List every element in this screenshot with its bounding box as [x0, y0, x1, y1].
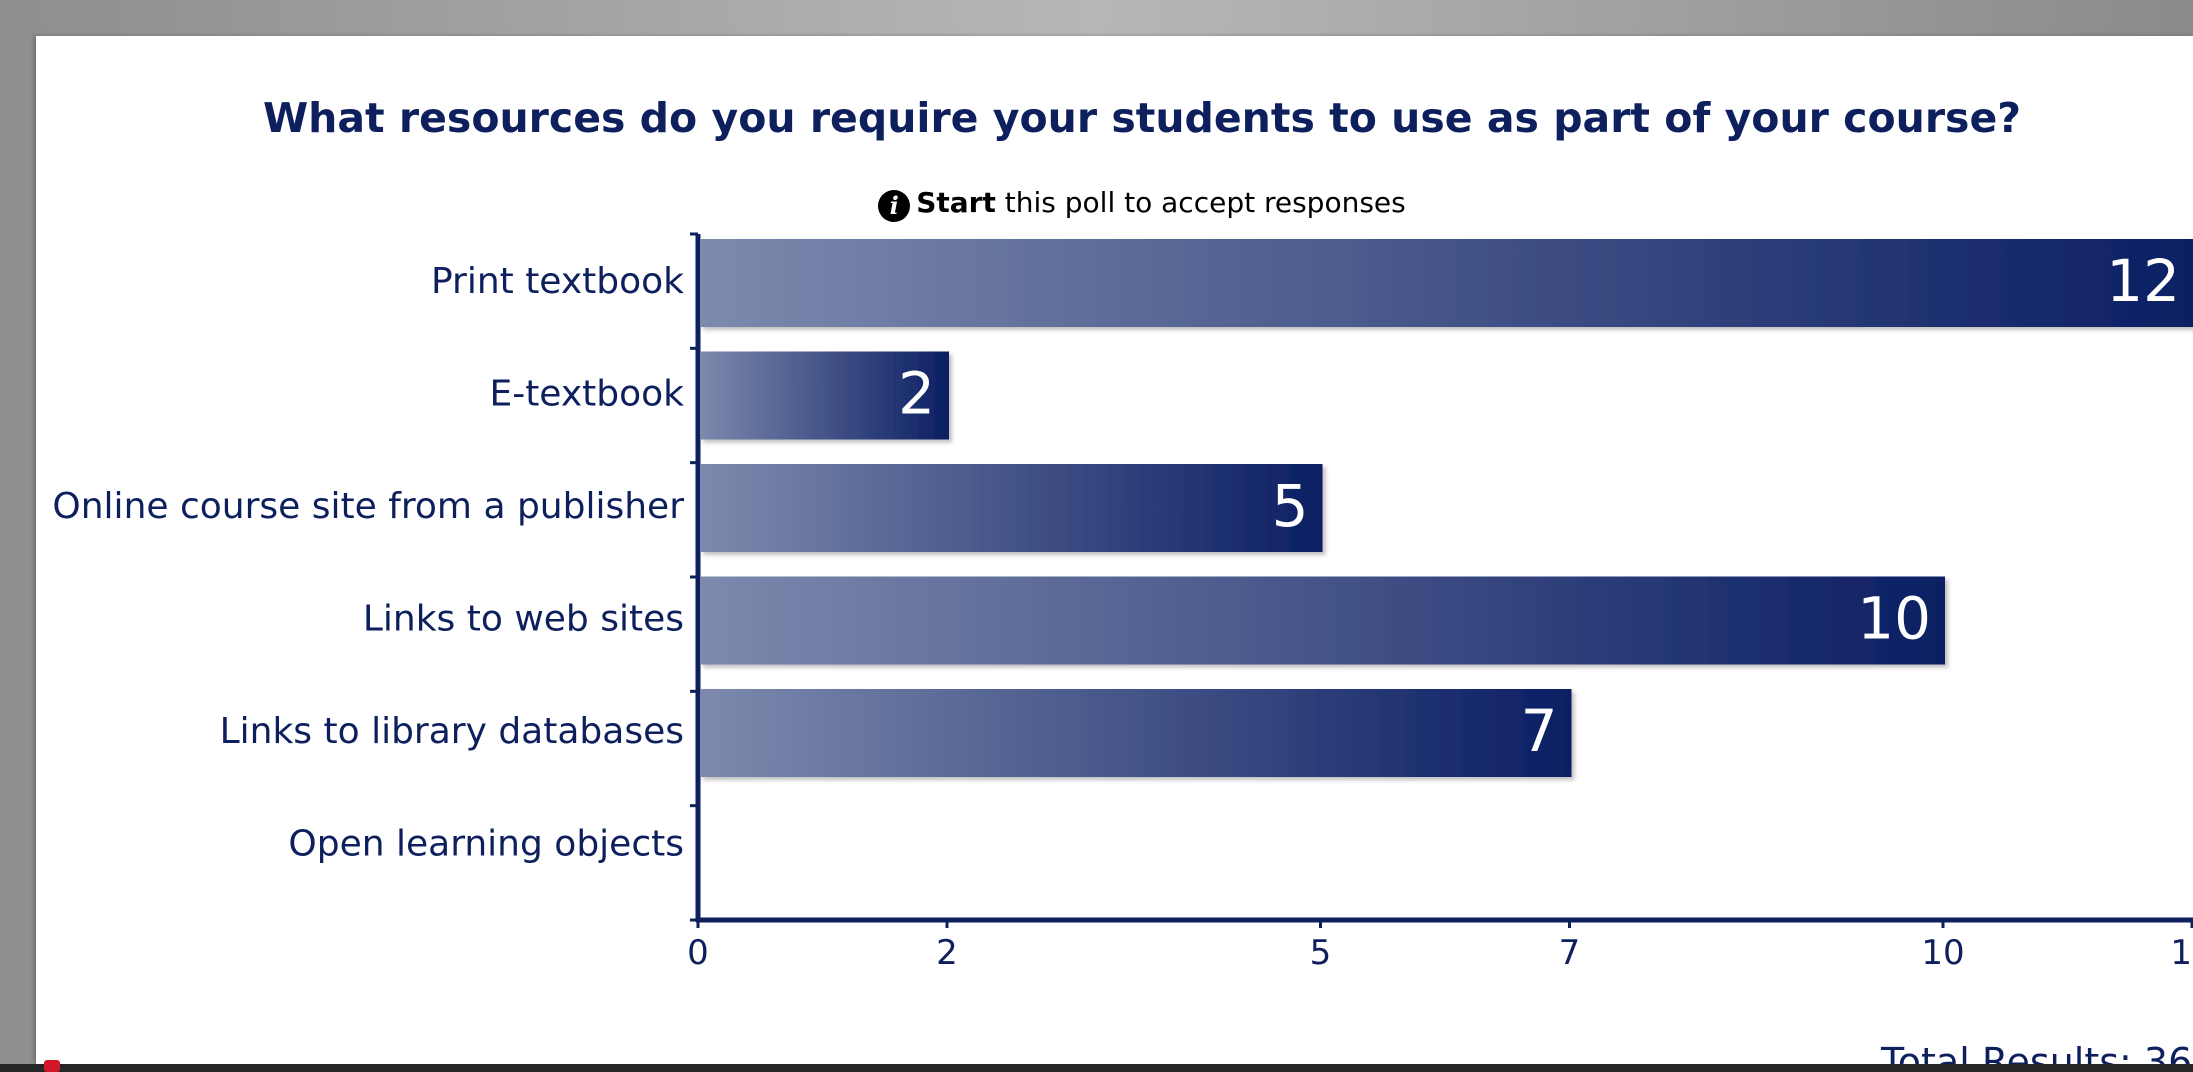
data-label: 10: [1857, 585, 1931, 653]
data-label: 5: [1272, 472, 1309, 540]
category-label: Links to web sites: [363, 599, 684, 640]
bar: [700, 689, 1572, 777]
taskbar-start-icon[interactable]: [44, 1060, 60, 1072]
poll-notice: i Start this poll to accept responses: [36, 186, 2193, 222]
category-label: Open learning objects: [288, 824, 684, 865]
bar: [700, 351, 949, 440]
bar: [700, 464, 1323, 552]
poll-panel: What resources do you require your stude…: [36, 36, 2193, 1064]
x-tick-label: 7: [1559, 933, 1581, 973]
data-label: 12: [2106, 247, 2180, 315]
info-circle-icon: i: [878, 190, 911, 222]
category-label: Print textbook: [431, 261, 684, 302]
taskbar: [0, 1064, 2193, 1072]
start-link[interactable]: Start: [916, 186, 996, 219]
total-results: Total Results: 36: [1881, 1040, 2193, 1064]
x-tick-label: 10: [1921, 933, 1964, 973]
x-tick-label: 2: [936, 933, 958, 973]
x-tick-label: 0: [687, 933, 709, 973]
x-tick-label: 12: [2170, 933, 2193, 973]
category-label: Links to library databases: [220, 711, 684, 752]
category-label: Online course site from a publisher: [52, 486, 684, 527]
category-label: E-textbook: [489, 374, 684, 415]
x-tick-label: 5: [1310, 933, 1332, 973]
plot-area: Print textbook 12 E-textbook 2 Online course…: [52, 232, 2193, 973]
bar: [700, 576, 1945, 665]
notice-text: this poll to accept responses: [1004, 186, 1406, 219]
data-label: 7: [1521, 697, 1558, 765]
data-label: 2: [898, 360, 935, 428]
chart-title: What resources do you require your stude…: [262, 94, 2022, 142]
bar: [700, 239, 2193, 327]
bar-chart: Print textbook 12 E-textbook 2 Online course…: [52, 232, 2193, 973]
